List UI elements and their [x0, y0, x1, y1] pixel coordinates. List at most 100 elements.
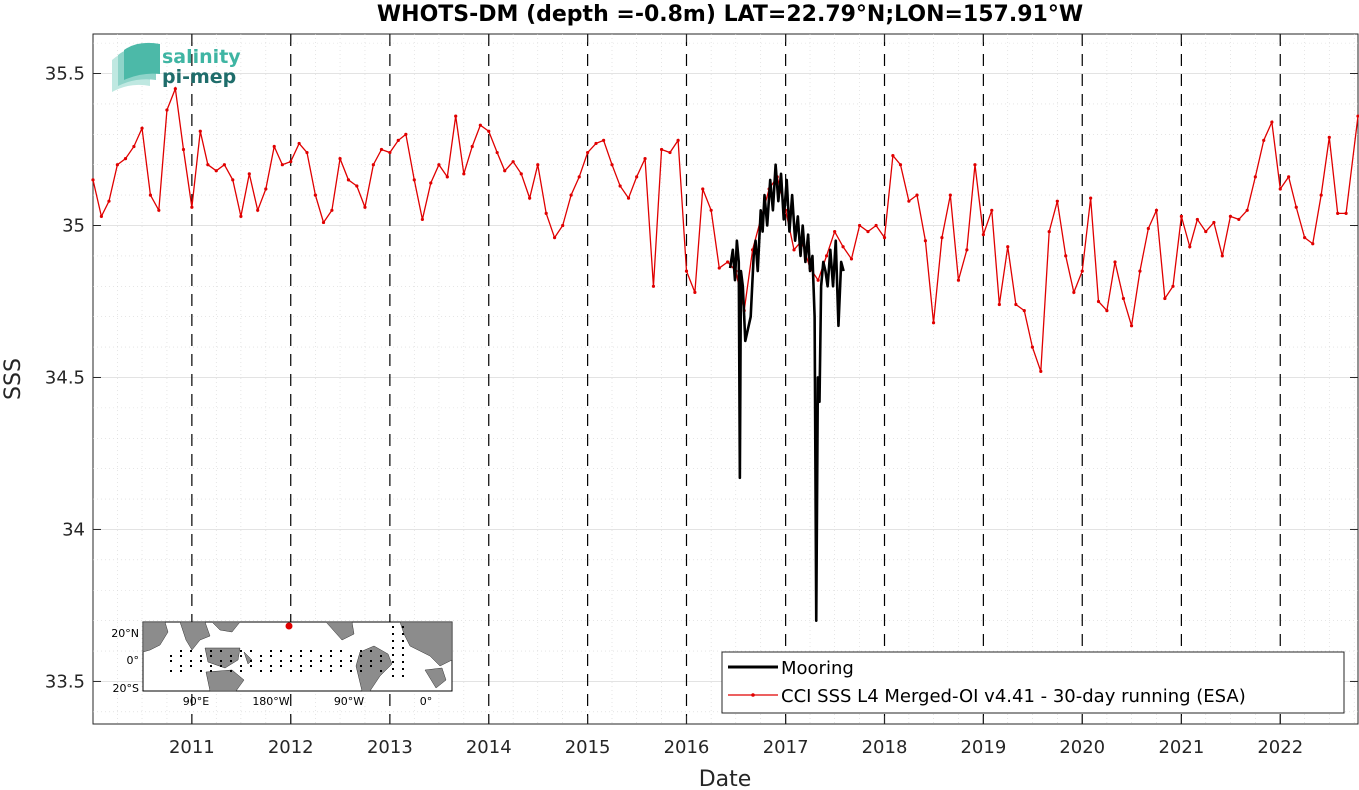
inset-dot: [392, 654, 394, 656]
inset-dot: [360, 665, 362, 667]
inset-dot: [260, 670, 262, 672]
cci-point: [1096, 299, 1101, 304]
cci-point: [1129, 324, 1134, 328]
cci-point: [388, 150, 392, 155]
x-tick-label: 2020: [1059, 737, 1105, 758]
cci-point: [1163, 296, 1167, 301]
cci-point: [181, 147, 186, 152]
cci-point: [1179, 214, 1183, 218]
inset-dot: [402, 647, 404, 649]
salinity-pi-mep-logo: salinity pi-mep: [112, 42, 241, 92]
cci-point: [1262, 138, 1266, 142]
cci-point: [816, 278, 820, 282]
x-tick-label: 2018: [862, 737, 908, 758]
cci-point: [173, 87, 177, 91]
cci-point: [610, 163, 614, 167]
inset-dot: [260, 655, 262, 657]
inset-dot: [240, 655, 242, 657]
inset-dot: [270, 670, 272, 672]
cci-point: [1287, 175, 1291, 179]
cci-point: [923, 239, 928, 243]
cci-point: [313, 193, 317, 197]
cci-point: [973, 163, 977, 167]
x-tick-label: 2021: [1158, 737, 1204, 758]
inset-dot: [180, 655, 182, 657]
cci-point: [429, 181, 433, 185]
cci-point: [123, 157, 128, 161]
inset-dot: [200, 655, 202, 657]
cci-point: [874, 223, 878, 228]
cci-point: [462, 172, 466, 176]
x-tick-label: 2013: [367, 737, 413, 758]
inset-dot: [280, 665, 282, 667]
cci-point: [561, 223, 565, 228]
inset-dot: [392, 661, 394, 663]
legend: Mooring CCI SSS L4 Merged-OI v4.41 - 30-…: [721, 651, 1345, 714]
cci-point: [132, 144, 136, 149]
y-tick-label: 34: [62, 519, 85, 540]
cci-point: [148, 193, 153, 197]
inset-dot: [392, 647, 394, 649]
cci-point: [717, 266, 721, 270]
cci-point: [91, 178, 95, 182]
cci-point: [272, 144, 276, 149]
inset-lat-label: 20°S: [113, 682, 139, 695]
cci-point: [792, 248, 796, 252]
inset-dot: [210, 655, 212, 657]
inset-dot: [180, 665, 182, 667]
cci-point: [833, 229, 837, 234]
cci-point: [940, 236, 944, 240]
inset-dot: [290, 655, 292, 657]
inset-dot: [330, 655, 332, 657]
cci-point: [1270, 120, 1274, 124]
inset-dot: [190, 650, 192, 652]
inset-dot: [330, 670, 332, 672]
inset-dot: [310, 660, 312, 662]
inset-lat-labels: 20°N 0° 20°S: [111, 627, 139, 695]
cci-point: [1356, 114, 1359, 118]
inset-dot: [220, 660, 222, 662]
x-axis-ticks: 2011 2012 2013 2014 2015 2016 2017 2018 2019 2020…: [169, 34, 1303, 758]
cci-point: [882, 236, 887, 240]
cci-point: [487, 129, 491, 133]
inset-lat-label: 0°: [127, 654, 140, 667]
cci-point: [1228, 214, 1233, 218]
y-axis-ticks: 33.5 34 34.5 35 35.5: [45, 64, 1358, 692]
cci-point: [618, 184, 622, 188]
inset-dot: [300, 655, 302, 657]
x-tick-label: 2015: [565, 737, 611, 758]
inset-dot: [360, 650, 362, 652]
cci-point: [1014, 302, 1018, 307]
cci-point: [626, 196, 631, 200]
y-tick-label: 33.5: [45, 671, 85, 692]
cci-point: [1212, 220, 1216, 225]
inset-lon-labels: 90°E 180°W 90°W 0°: [183, 695, 432, 708]
inset-dot: [320, 660, 322, 662]
cci-point: [726, 260, 730, 264]
logo-line1: salinity: [162, 46, 241, 68]
cci-point: [965, 248, 969, 252]
inset-dot: [402, 675, 404, 677]
cci-point: [577, 175, 581, 179]
cci-point: [684, 269, 689, 273]
cci-point: [206, 163, 210, 167]
inset-dot: [350, 655, 352, 657]
inset-dot: [290, 670, 292, 672]
legend-cci-label: CCI SSS L4 Merged-OI v4.41 - 30-day runn…: [781, 686, 1246, 707]
inset-dot: [240, 670, 242, 672]
legend-box: [721, 651, 1345, 714]
cci-point: [1245, 208, 1249, 212]
cci-point: [289, 160, 293, 164]
cci-point: [445, 175, 449, 179]
mooring-series-line: [728, 163, 845, 622]
inset-dot: [300, 665, 302, 667]
inset-dot: [180, 670, 182, 672]
cci-point: [1319, 193, 1323, 197]
inset-dot: [210, 650, 212, 652]
y-tick-label: 35: [62, 215, 85, 236]
cci-point: [1303, 236, 1307, 240]
inset-dot: [310, 650, 312, 652]
cci-point: [651, 284, 656, 288]
cci-point: [1311, 242, 1315, 246]
